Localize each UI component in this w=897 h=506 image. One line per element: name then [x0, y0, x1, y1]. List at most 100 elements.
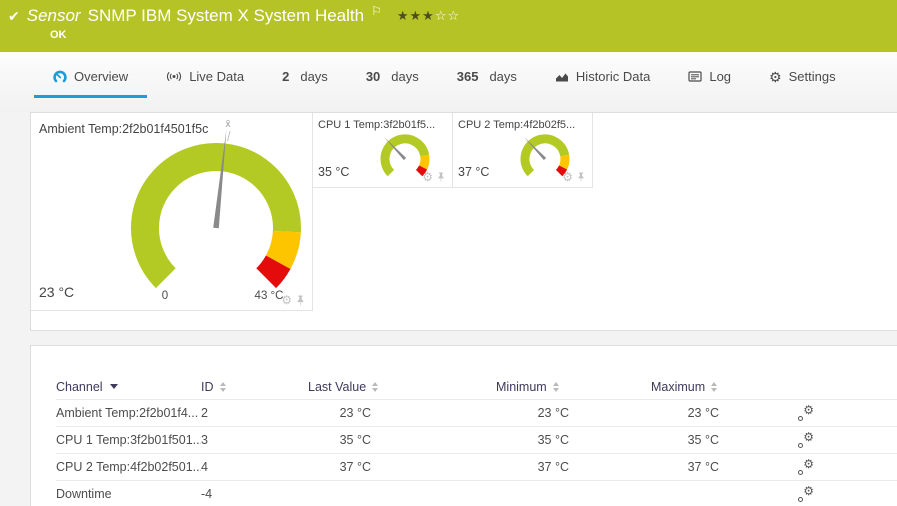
- channel-last-value: 35 °C: [339, 433, 371, 447]
- gauge-value: 37 °C: [458, 165, 490, 179]
- channel-maximum: 35 °C: [687, 433, 719, 447]
- channel-settings-icon[interactable]: ⚙: [798, 404, 814, 421]
- tab-label: days: [391, 69, 419, 84]
- channel-last-value: 37 °C: [339, 460, 371, 474]
- channel-maximum: 23 °C: [687, 406, 719, 420]
- gauge-needle: [384, 137, 407, 161]
- gauge-title: CPU 2 Temp:4f2b02f5...: [458, 119, 576, 131]
- tab-label: Historic Data: [575, 69, 651, 84]
- tab-settings[interactable]: ⚙ Settings: [750, 66, 855, 98]
- tab-label: Log: [709, 69, 732, 84]
- page-title: SNMP IBM System X System Health: [87, 6, 365, 25]
- gauge-max-label: 43 °C: [255, 290, 284, 302]
- status-badge: OK: [50, 29, 67, 41]
- sort-icon: [372, 381, 379, 392]
- tabbar-background: [0, 52, 897, 112]
- channel-id: 3: [201, 433, 208, 447]
- sensor-header: ✔ Sensor SNMP IBM System X System Health…: [0, 0, 897, 52]
- star-filled-icon[interactable]: ★★★: [396, 8, 435, 23]
- gauge-title: CPU 1 Temp:3f2b01f5...: [318, 119, 436, 131]
- gauge-title: Ambient Temp:2f2b01f4501f5c: [39, 122, 209, 136]
- tab-historic-data[interactable]: Historic Data: [536, 66, 669, 98]
- column-header-last-value[interactable]: Last Value: [308, 379, 379, 394]
- tab-live-data[interactable]: Live Data: [147, 66, 263, 98]
- column-header-label: Maximum: [651, 379, 706, 394]
- area-chart-icon: [555, 70, 569, 83]
- gauge-tile-cpu2-temp: CPU 2 Temp:4f2b02f5... 37 °C ⚙: [453, 113, 593, 188]
- channel-settings-icon[interactable]: ⚙: [798, 431, 814, 448]
- cpu1-temp-gauge: [380, 134, 430, 177]
- table-row: CPU 1 Temp:3f2b01f501... 3 35 °C 35 °C 3…: [56, 427, 897, 454]
- tab-number: 30: [365, 69, 381, 84]
- column-header-channel[interactable]: Channel: [56, 380, 201, 394]
- gauge-needle: [213, 129, 227, 229]
- table-header-row: Channel ID Last Value Minimum Maximum: [56, 374, 897, 400]
- tab-365-days[interactable]: 365 days: [438, 66, 536, 98]
- tab-2-days[interactable]: 2 days: [263, 66, 347, 98]
- channel-settings-icon[interactable]: ⚙: [798, 485, 814, 502]
- tab-number: 365: [456, 69, 479, 84]
- column-header-label: Channel: [56, 379, 103, 394]
- tab-label: Overview: [74, 69, 129, 84]
- mean-marker: x̄: [226, 119, 231, 130]
- channel-last-value: 23 °C: [339, 406, 371, 420]
- pin-icon[interactable]: [577, 172, 585, 182]
- cpu2-temp-gauge: [520, 134, 570, 177]
- gauge-min-label: 0: [162, 290, 168, 302]
- channel-settings-icon[interactable]: ⚙: [798, 458, 814, 475]
- channel-name: CPU 1 Temp:3f2b01f501...: [56, 433, 201, 447]
- gauges-panel: Ambient Temp:2f2b01f4501f5c x̄ 0 43 °C 2…: [30, 112, 897, 331]
- table-row: Ambient Temp:2f2b01f4... 2 23 °C 23 °C 2…: [56, 400, 897, 427]
- channel-id: 4: [201, 460, 208, 474]
- gear-icon[interactable]: ⚙: [562, 170, 573, 184]
- channel-name: Ambient Temp:2f2b01f4...: [56, 406, 199, 420]
- star-empty-icon[interactable]: ☆☆: [434, 8, 461, 23]
- sort-desc-icon: [109, 384, 118, 389]
- tab-30-days[interactable]: 30 days: [347, 66, 438, 98]
- gear-icon[interactable]: ⚙: [281, 293, 292, 307]
- column-header-label: Last Value: [308, 379, 367, 394]
- gauge-value: 23 °C: [39, 284, 75, 300]
- ambient-temp-gauge: x̄ 0 43 °C: [131, 119, 301, 302]
- status-check-icon: ✔: [8, 7, 20, 24]
- pin-icon[interactable]: [296, 295, 305, 306]
- channel-id: 2: [201, 406, 208, 420]
- object-kind-label: Sensor: [26, 6, 81, 25]
- live-data-icon: [166, 70, 182, 83]
- gauge-tile-ambient-temp: Ambient Temp:2f2b01f4501f5c x̄ 0 43 °C 2…: [31, 113, 313, 311]
- sort-icon: [711, 381, 718, 392]
- gauge-needle: [524, 137, 547, 161]
- channel-name: Downtime: [56, 487, 112, 501]
- gauge-tile-cpu1-temp: CPU 1 Temp:3f2b01f5... 35 °C ⚙: [313, 113, 453, 188]
- column-header-minimum[interactable]: Minimum: [496, 380, 569, 394]
- log-icon: [688, 70, 702, 83]
- pin-icon[interactable]: [437, 172, 445, 182]
- channel-table: Channel ID Last Value Minimum Maximum: [31, 346, 897, 506]
- tab-label: Settings: [788, 69, 836, 84]
- tab-label: Live Data: [189, 69, 245, 84]
- flag-icon[interactable]: ⚐: [371, 4, 382, 18]
- tab-bar: Overview Live Data 2 days 30 days 365 da…: [34, 66, 894, 98]
- channel-minimum: 35 °C: [537, 433, 569, 447]
- column-header-label: ID: [201, 379, 214, 394]
- gear-icon: ⚙: [769, 68, 782, 85]
- channel-minimum: 23 °C: [537, 406, 569, 420]
- channel-minimum: 37 °C: [537, 460, 569, 474]
- column-header-maximum[interactable]: Maximum: [651, 380, 719, 394]
- column-header-id[interactable]: ID: [201, 380, 308, 394]
- priority-stars[interactable]: ★★★☆☆: [397, 8, 460, 24]
- tab-log[interactable]: Log: [669, 66, 750, 98]
- tab-label: days: [489, 69, 517, 84]
- channel-maximum: 37 °C: [687, 460, 719, 474]
- table-row: Downtime -4 ⚙: [56, 481, 897, 506]
- channel-name: CPU 2 Temp:4f2b02f501...: [56, 460, 201, 474]
- column-header-label: Minimum: [496, 379, 547, 394]
- channel-id: -4: [201, 487, 213, 501]
- gear-icon[interactable]: ⚙: [422, 170, 433, 184]
- gauge-icon: [53, 70, 67, 84]
- tab-overview[interactable]: Overview: [34, 66, 148, 98]
- table-row: CPU 2 Temp:4f2b02f501... 4 37 °C 37 °C 3…: [56, 454, 897, 481]
- tab-label: days: [300, 69, 328, 84]
- tab-number: 2: [282, 69, 290, 84]
- gauge-value: 35 °C: [318, 165, 350, 179]
